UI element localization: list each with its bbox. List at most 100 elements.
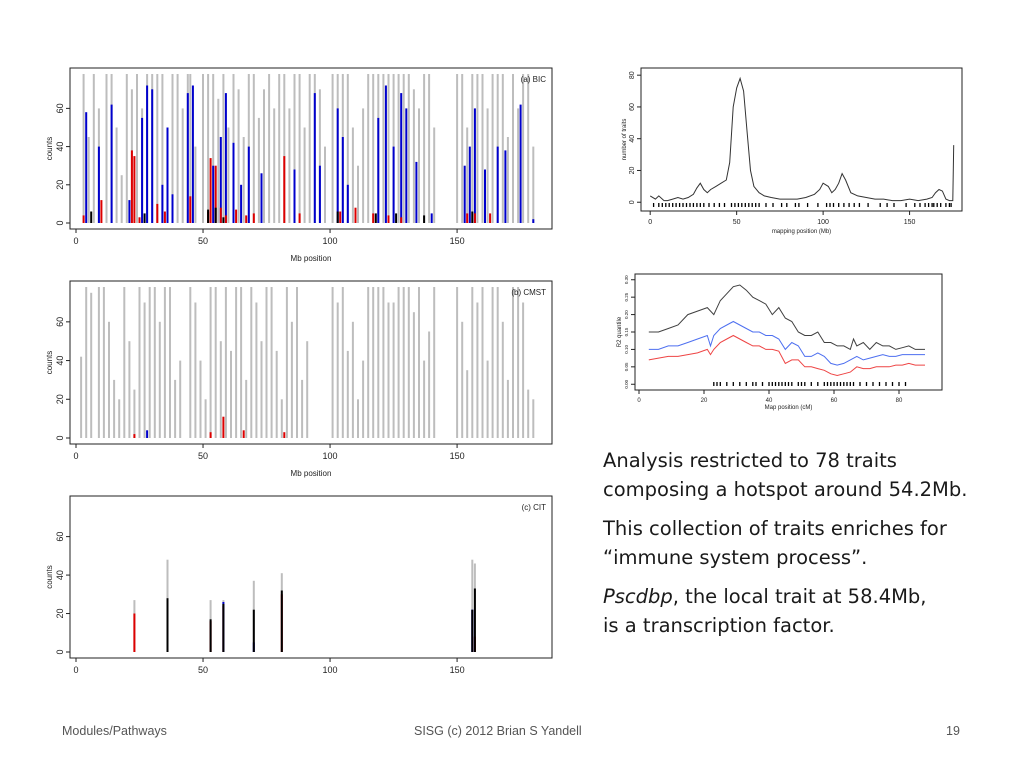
bar-red bbox=[252, 213, 255, 223]
bar-blue bbox=[384, 85, 387, 223]
bar-gray bbox=[138, 287, 141, 438]
bar-gray bbox=[80, 356, 83, 438]
bar-blue bbox=[247, 146, 250, 223]
bar-gray bbox=[412, 89, 415, 223]
bar-gray bbox=[113, 379, 116, 438]
bar-gray bbox=[252, 74, 255, 223]
bar-red bbox=[283, 156, 286, 223]
bar-red bbox=[235, 209, 238, 223]
bar-blue bbox=[377, 117, 380, 223]
bar-gray bbox=[423, 360, 426, 438]
y-tick-label: 20 bbox=[55, 394, 65, 404]
bar-gray bbox=[275, 350, 278, 438]
plot-frame bbox=[69, 495, 553, 659]
x-tick-label: 100 bbox=[323, 236, 338, 246]
paragraph-hotspot: Analysis restricted to 78 traits composi… bbox=[603, 446, 1003, 504]
bar-gray bbox=[522, 74, 525, 223]
y-axis-label: counts bbox=[45, 137, 54, 161]
bar-red bbox=[372, 213, 375, 223]
bar-gray bbox=[308, 74, 311, 223]
x-tick-label: 50 bbox=[198, 665, 208, 675]
bar-blue bbox=[110, 104, 113, 223]
bar-red bbox=[219, 207, 222, 223]
footer-left: Modules/Pathways bbox=[62, 724, 167, 738]
text-line: , the local trait at 58.4Mb, bbox=[672, 585, 927, 608]
bar-gray bbox=[179, 360, 182, 438]
bar-gray bbox=[372, 74, 375, 223]
bar-black bbox=[336, 211, 339, 223]
y-tick-label: 60 bbox=[55, 317, 65, 327]
bar-gray bbox=[156, 74, 159, 223]
bar-black bbox=[214, 207, 217, 223]
bar-gray bbox=[123, 287, 126, 438]
chart-cit: 0 50 100 150 0 20 40 60 counts (c) CIT bbox=[45, 495, 553, 675]
bar-gray bbox=[402, 287, 405, 438]
bar-gray bbox=[242, 137, 245, 223]
y-tick-label: 0 bbox=[55, 220, 65, 225]
bar-gray bbox=[461, 321, 464, 438]
y-tick-label: 60 bbox=[55, 103, 65, 113]
bar-gray bbox=[125, 74, 128, 223]
bar-gray bbox=[169, 287, 171, 438]
y-tick-label: 20 bbox=[55, 180, 65, 190]
bar-gray bbox=[387, 302, 390, 438]
bar-black bbox=[222, 217, 225, 223]
bar-gray bbox=[82, 74, 85, 223]
panel-label: (b) CMST bbox=[511, 288, 546, 297]
bar-blue bbox=[212, 165, 215, 223]
bar-gray bbox=[158, 321, 161, 438]
x-tick-label: 150 bbox=[450, 236, 465, 246]
x-axis-label: mapping position (Mb) bbox=[772, 229, 831, 235]
bar-blue bbox=[219, 137, 222, 223]
y-axis-label: counts bbox=[45, 351, 54, 375]
bar-blue bbox=[85, 112, 88, 223]
bar-gray bbox=[491, 287, 494, 438]
bar-black bbox=[473, 588, 476, 652]
bar-red bbox=[209, 432, 212, 438]
bar-gray bbox=[372, 287, 375, 438]
bar-gray bbox=[522, 302, 525, 438]
bar-gray bbox=[512, 74, 514, 223]
bar-gray bbox=[102, 287, 105, 438]
bar-blue bbox=[128, 200, 131, 223]
chart-bic: 0 50 100 150 0 20 40 60 Mb position counts (a) BIC bbox=[45, 67, 553, 263]
bar-red bbox=[133, 156, 136, 223]
bar-red bbox=[130, 150, 133, 223]
bar-gray bbox=[214, 287, 217, 438]
bar-black bbox=[166, 598, 169, 652]
bar-gray bbox=[153, 287, 156, 438]
x-tick-label: 150 bbox=[904, 219, 916, 226]
panel-label: (c) CIT bbox=[522, 503, 547, 512]
bar-gray bbox=[357, 165, 359, 223]
bar-blue bbox=[405, 108, 408, 223]
bar-gray bbox=[194, 302, 197, 438]
bar-gray bbox=[341, 287, 344, 438]
bar-black bbox=[280, 590, 283, 652]
x-tick-label: 50 bbox=[733, 219, 741, 226]
bar-gray bbox=[331, 287, 334, 438]
bar-gray bbox=[288, 108, 291, 223]
y-axis-label: number of traits bbox=[622, 119, 628, 161]
bar-gray bbox=[486, 360, 489, 438]
bar-gray bbox=[209, 287, 212, 438]
chart-hotspot: 0 50 100 150 0 20 40 60 80 mapping position (Mb) n… bbox=[622, 67, 963, 235]
plot-frame bbox=[69, 67, 553, 230]
bar-gray bbox=[224, 287, 227, 438]
bar-red bbox=[163, 211, 166, 223]
x-tick-label: 80 bbox=[896, 398, 903, 404]
plot-frame bbox=[640, 67, 963, 212]
y-tick-label: 0 bbox=[629, 200, 636, 204]
x-tick-label: 150 bbox=[450, 665, 465, 675]
bar-gray bbox=[382, 74, 385, 223]
y-tick-label: 40 bbox=[55, 570, 65, 580]
bar-gray bbox=[212, 74, 215, 223]
bar-gray bbox=[194, 146, 197, 223]
bar-gray bbox=[336, 302, 339, 438]
bar-gray bbox=[346, 74, 349, 223]
bar-gray bbox=[245, 379, 248, 438]
bar-red bbox=[339, 211, 342, 223]
bar-gray bbox=[476, 302, 479, 438]
bar-blue bbox=[430, 213, 433, 223]
y-tick-label: 0.25 bbox=[624, 292, 629, 301]
bar-gray bbox=[108, 321, 110, 438]
